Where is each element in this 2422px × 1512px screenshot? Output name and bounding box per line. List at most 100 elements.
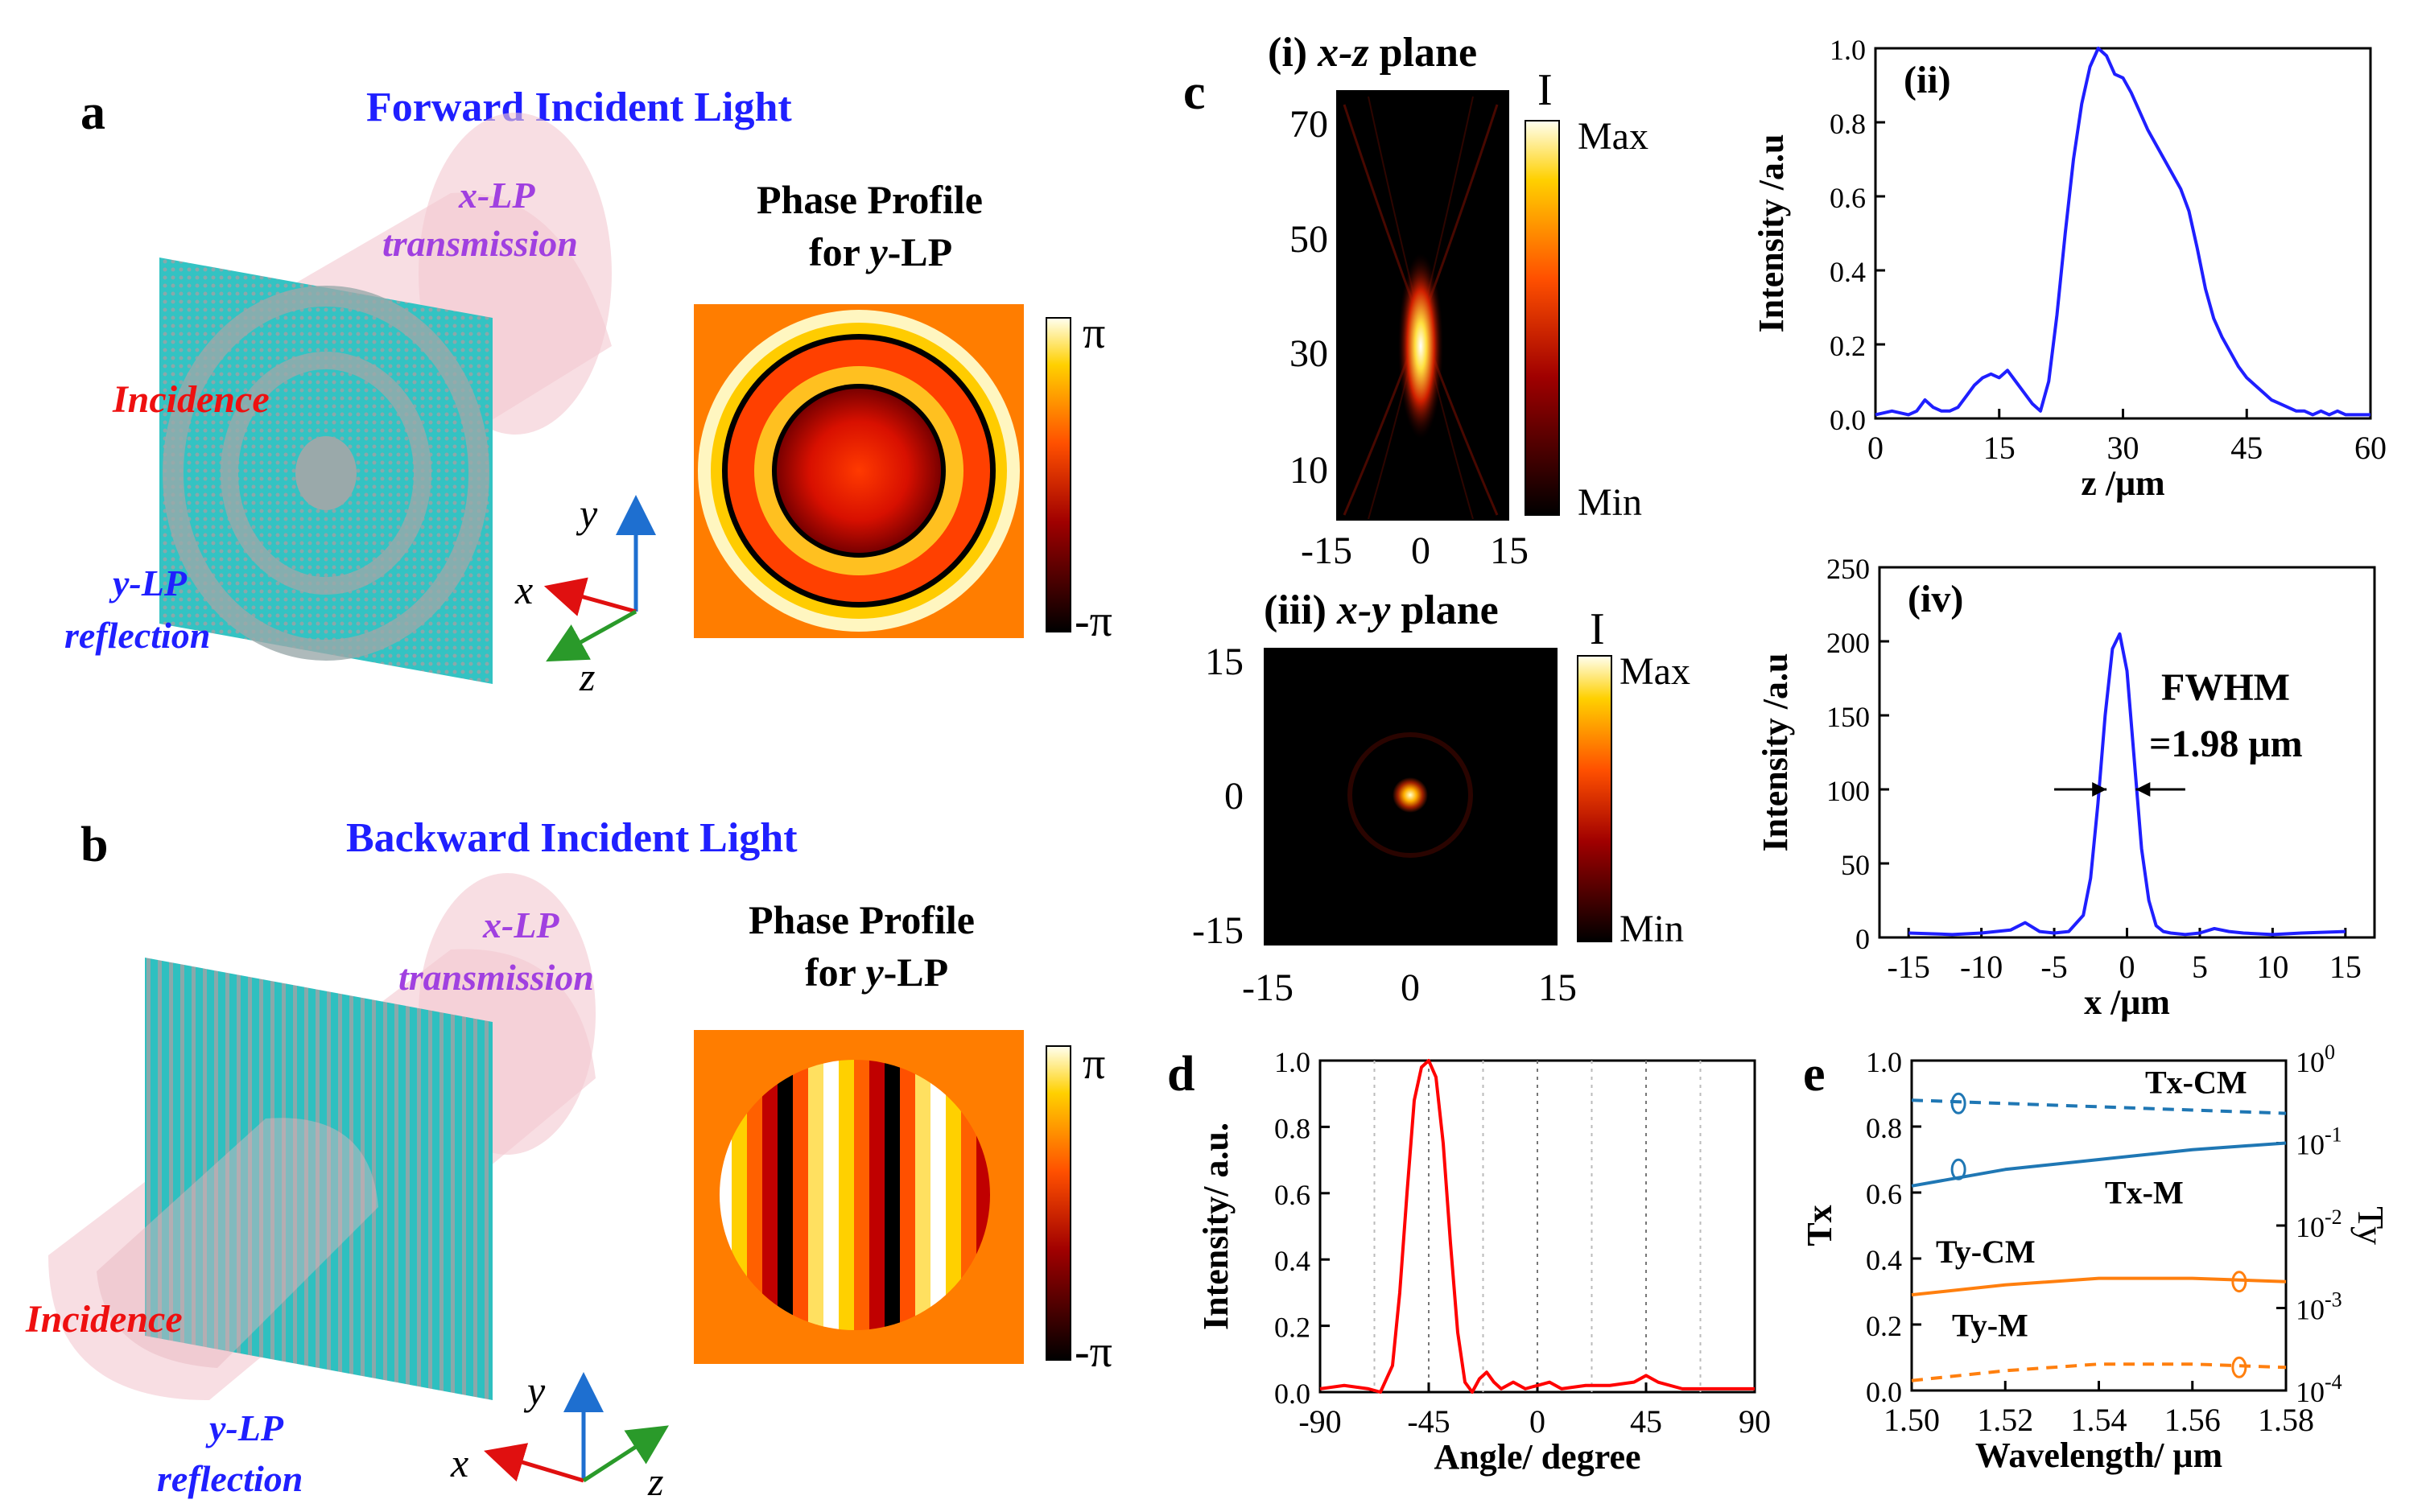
chart-ytick-label: 200 <box>1826 627 1870 659</box>
b-phase-title-1: Phase Profile <box>749 897 975 942</box>
a-phase-center <box>777 389 941 553</box>
chart-series-label: Ty-CM <box>1936 1234 2036 1270</box>
panel-label-b: b <box>80 818 108 872</box>
chart-xtick-label: 60 <box>2354 430 2387 466</box>
c-iii-colorbar <box>1577 655 1612 942</box>
c-iii-ytick: -15 <box>1192 909 1244 952</box>
a-axis-x-arrow <box>543 577 637 616</box>
a-axis-x-label: x <box>514 567 533 612</box>
c-iii-xtick: 0 <box>1401 966 1420 1009</box>
chart-c-ii: 0 15 30 45 60 0.0 0.2 0.4 0.6 0.8 1.0 z /μm Intensit… <box>1752 34 2387 503</box>
panel-a-title: Forward Incident Light <box>366 84 792 130</box>
chart-panel-tag: (ii) <box>1904 59 1951 101</box>
chart-ytick-label: 0.4 <box>1274 1245 1310 1277</box>
a-incidence-label: Incidence <box>112 378 270 421</box>
b-ylp-label: y-LP <box>205 1407 284 1448</box>
c-i-y-ticks: 70 50 30 10 <box>1289 103 1328 492</box>
a-axis-y-label: y <box>576 491 598 536</box>
c-iii-x-ticks: -15 0 15 <box>1242 966 1577 1009</box>
fwhm-arrow-right-head <box>2135 782 2151 797</box>
c-i-ytick: 10 <box>1289 449 1328 492</box>
chart-xlabel: Wavelength/ μm <box>1975 1436 2222 1475</box>
chart-ytick-right-label: 10-1 <box>2296 1123 2342 1161</box>
chart-ylabel: Intensity/ a.u. <box>1196 1123 1236 1330</box>
chart-xtick-label: 45 <box>1630 1403 1662 1440</box>
metasurface-ring-outer <box>163 286 489 661</box>
chart-series-line <box>1908 632 2346 937</box>
c-iii-ytick: 0 <box>1224 775 1244 818</box>
phase-stripe <box>946 1060 961 1330</box>
b-axis-z-arrow <box>582 1425 669 1483</box>
b-phase-colorbar <box>1046 1045 1071 1361</box>
b-axis-z-label: z <box>647 1459 663 1504</box>
phase-stripe <box>793 1060 808 1330</box>
chart-xtick-label: -45 <box>1407 1403 1450 1440</box>
c-i-ytick: 70 <box>1289 103 1328 146</box>
chart-ytick-label: 0.8 <box>1830 108 1866 140</box>
chart-panel-tag: (iv) <box>1908 578 1963 620</box>
chart-ylabel: Intensity /a.u <box>1752 134 1791 333</box>
a-xlp-label: x-LP <box>458 175 535 216</box>
panel-label-c: c <box>1183 65 1206 120</box>
chart-series-label: Ty-M <box>1952 1308 2028 1344</box>
chart-xtick-label: 15 <box>2329 949 2362 985</box>
chart-ytick-label: 0.0 <box>1866 1376 1902 1408</box>
c-i-cbar-max: Max <box>1578 115 1648 158</box>
c-i-cbar-min: Min <box>1578 481 1642 524</box>
chart-ytick-right-label: 10-3 <box>2296 1288 2342 1326</box>
phase-stripe <box>915 1060 930 1330</box>
b-axis-y-label: y <box>523 1368 546 1413</box>
chart-e: 1.50 1.52 1.54 1.56 1.58 0.0 0.2 0.4 0.6 0.8 1.0 10… <box>1800 1040 2391 1475</box>
c-iii-ring <box>1347 732 1473 858</box>
chart-xtick-label: 1.50 <box>1884 1402 1940 1438</box>
chart-xtick-label: -90 <box>1298 1403 1341 1440</box>
chart-ytick-label: 0.2 <box>1866 1310 1902 1342</box>
chart-ylabel: Tx <box>1800 1205 1839 1246</box>
chart-xtick-label: 0 <box>1529 1403 1545 1440</box>
c-i-title: (i) x-z plane <box>1268 30 1477 76</box>
chart-xtick-label: 15 <box>1983 430 2016 466</box>
phase-stripe <box>762 1060 778 1330</box>
chart-xlabel: x /μm <box>2084 983 2170 1022</box>
b-colorbar-min: -π <box>1075 1327 1112 1377</box>
chart-xtick-label: 5 <box>2192 949 2208 985</box>
c-i-ytick: 30 <box>1289 332 1328 375</box>
fwhm-label: FWHM <box>2161 666 2290 709</box>
chart-series-line <box>1911 1362 2287 1382</box>
fwhm-arrow-left-head <box>2092 782 2107 797</box>
chart-ytick-label: 1.0 <box>1866 1046 1902 1078</box>
b-metasurface-plate <box>145 958 493 1400</box>
chart-xlabel: z /μm <box>2081 463 2164 503</box>
c-iii-xtick: 15 <box>1538 966 1577 1009</box>
metasurface-ring-middle <box>221 352 431 595</box>
chart-xtick-label: 45 <box>2230 430 2263 466</box>
phase-stripe <box>854 1060 869 1330</box>
chart-axis-marker <box>2231 1356 2247 1378</box>
chart-xtick-label: -5 <box>2040 949 2067 985</box>
chart-ytick-label: 0.2 <box>1830 330 1866 362</box>
phase-stripe <box>930 1060 946 1330</box>
c-i-xtick: 15 <box>1490 529 1529 572</box>
chart-xtick-label: 90 <box>1739 1403 1771 1440</box>
chart-axis-marker <box>1950 1092 1966 1114</box>
chart-ytick-label: 150 <box>1826 701 1870 733</box>
b-reflection-label: reflection <box>157 1458 303 1499</box>
a-reflection-label: reflection <box>64 615 210 656</box>
c-iii-xtick: -15 <box>1242 966 1294 1009</box>
a-transmission-label: transmission <box>382 223 578 264</box>
chart-series-label: Tx-CM <box>2145 1065 2247 1101</box>
panel-b-title: Backward Incident Light <box>346 815 798 861</box>
chart-series-line <box>1911 1141 2287 1188</box>
chart-xtick-label: 10 <box>2256 949 2288 985</box>
phase-stripe <box>808 1060 823 1330</box>
phase-stripe <box>839 1060 854 1330</box>
chart-xlabel: Angle/ degree <box>1434 1437 1640 1477</box>
chart-ytick-label: 0.2 <box>1274 1312 1310 1344</box>
panel-a: a Forward Incident Light x-LP transmissi… <box>64 84 1112 699</box>
c-iii-cbar-label: I <box>1590 604 1605 654</box>
chart-ytick-label: 0.6 <box>1830 182 1866 214</box>
chart-series-line <box>1875 47 2370 417</box>
chart-ytick-label: 0.6 <box>1274 1179 1310 1211</box>
c-i-colorbar <box>1525 120 1560 516</box>
chart-xtick-label: 1.58 <box>2258 1402 2314 1438</box>
